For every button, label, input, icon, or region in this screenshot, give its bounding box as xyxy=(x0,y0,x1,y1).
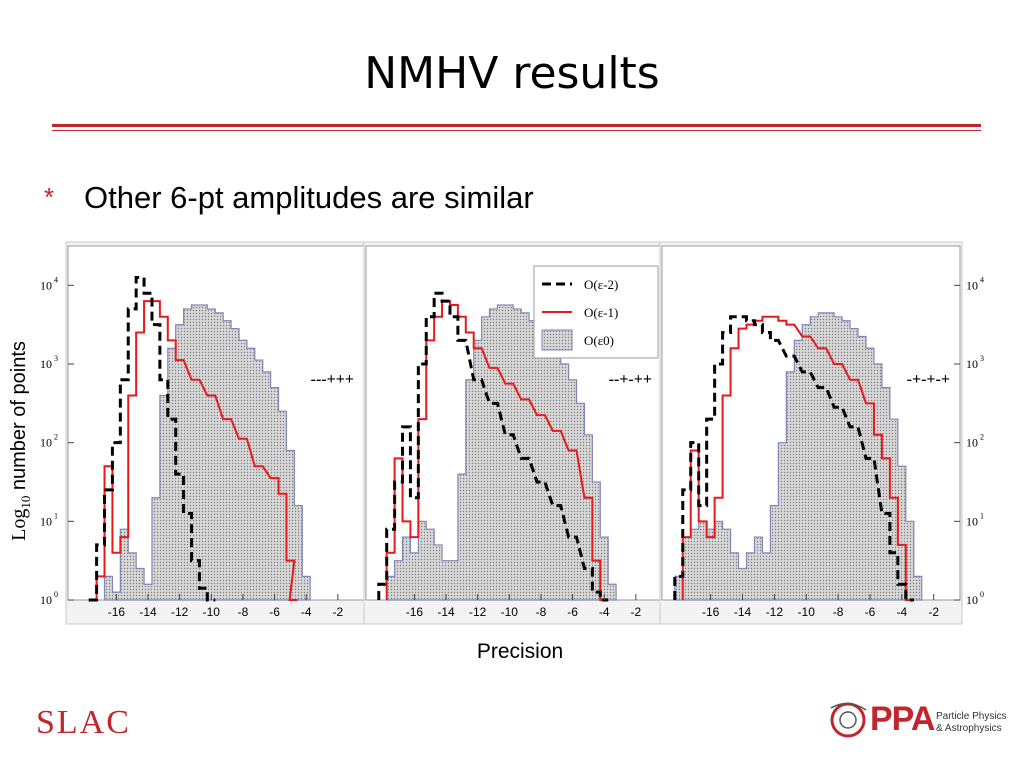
bullet-text: Other 6-pt amplitudes are similar xyxy=(84,180,534,215)
helicity-label: -+-+-+ xyxy=(907,371,950,388)
x-tick-label: -6 xyxy=(865,605,876,619)
series-eps-2-line xyxy=(88,275,216,602)
title-divider-thin xyxy=(52,130,981,131)
x-tick-label: -16 xyxy=(108,605,126,619)
series-eps-1-line xyxy=(95,300,298,601)
series-eps-1-line xyxy=(385,300,609,601)
y-tick-exponent: 0 xyxy=(54,590,58,599)
series-eps0-histogram xyxy=(386,304,617,601)
x-tick-label: -2 xyxy=(928,605,939,619)
x-tick-label: -16 xyxy=(406,605,424,619)
x-tick-label: -10 xyxy=(203,605,221,619)
legend-entry: O(ε0) xyxy=(584,333,614,348)
y-tick-exponent: 1 xyxy=(54,511,58,520)
title-divider xyxy=(52,124,981,127)
x-tick-label: -6 xyxy=(567,605,578,619)
x-tick-label: -4 xyxy=(896,605,907,619)
x-tick-label: -2 xyxy=(631,605,642,619)
y-tick-label: 10 xyxy=(966,436,978,450)
x-tick-label: -12 xyxy=(766,605,784,619)
ppa-logo-subtitle: Particle Physics & Astrophysics xyxy=(936,711,1007,734)
legend-entry: O(ε-2) xyxy=(584,277,618,292)
y-tick-exponent: 1 xyxy=(980,511,984,520)
y-tick-exponent: 2 xyxy=(54,433,58,442)
series-eps-1-line xyxy=(681,315,914,601)
legend-entry: O(ε-1) xyxy=(584,305,618,320)
x-axis-label: Precision xyxy=(476,640,564,663)
y-tick-label: 10 xyxy=(966,593,978,607)
y-tick-label: 10 xyxy=(966,357,978,371)
y-tick-exponent: 3 xyxy=(980,354,984,363)
ppa-logo-text: PPA xyxy=(870,700,935,738)
helicity-label: --+-++ xyxy=(609,371,652,388)
x-tick-label: -14 xyxy=(437,605,455,619)
legend-swatch-eps0 xyxy=(541,329,573,351)
y-tick-label: 10 xyxy=(40,278,52,292)
ppa-logo-icon xyxy=(830,702,867,738)
x-tick-label: -12 xyxy=(171,605,189,619)
x-tick-label: -4 xyxy=(301,605,312,619)
x-tick-label: -16 xyxy=(702,605,720,619)
y-axis-label: Log10 number of points xyxy=(8,341,33,541)
x-tick-label: -14 xyxy=(734,605,752,619)
y-tick-exponent: 3 xyxy=(54,354,58,363)
y-tick-label: 10 xyxy=(40,593,52,607)
series-eps-2-line xyxy=(377,291,609,602)
y-tick-exponent: 4 xyxy=(54,275,58,284)
y-tick-label: 10 xyxy=(40,357,52,371)
y-tick-exponent: 2 xyxy=(980,433,984,442)
bullet-marker: * xyxy=(44,182,55,212)
slac-logo: SLAC xyxy=(36,704,131,741)
y-tick-exponent: 0 xyxy=(980,590,984,599)
x-tick-label: -14 xyxy=(139,605,157,619)
x-tick-label: -2 xyxy=(333,605,344,619)
x-tick-label: -12 xyxy=(469,605,487,619)
series-eps0-histogram xyxy=(103,304,311,601)
y-tick-label: 10 xyxy=(966,278,978,292)
x-tick-label: -10 xyxy=(501,605,519,619)
x-tick-label: -8 xyxy=(536,605,547,619)
x-tick-label: -8 xyxy=(833,605,844,619)
y-tick-label: 10 xyxy=(40,514,52,528)
y-tick-exponent: 4 xyxy=(980,275,984,284)
x-tick-label: -8 xyxy=(238,605,249,619)
y-tick-label: 10 xyxy=(966,514,978,528)
x-tick-label: -6 xyxy=(269,605,280,619)
page-title: NMHV results xyxy=(364,48,660,99)
y-tick-label: 10 xyxy=(40,436,52,450)
x-tick-label: -4 xyxy=(599,605,610,619)
x-tick-label: -10 xyxy=(798,605,816,619)
helicity-label: ---+++ xyxy=(311,371,354,388)
